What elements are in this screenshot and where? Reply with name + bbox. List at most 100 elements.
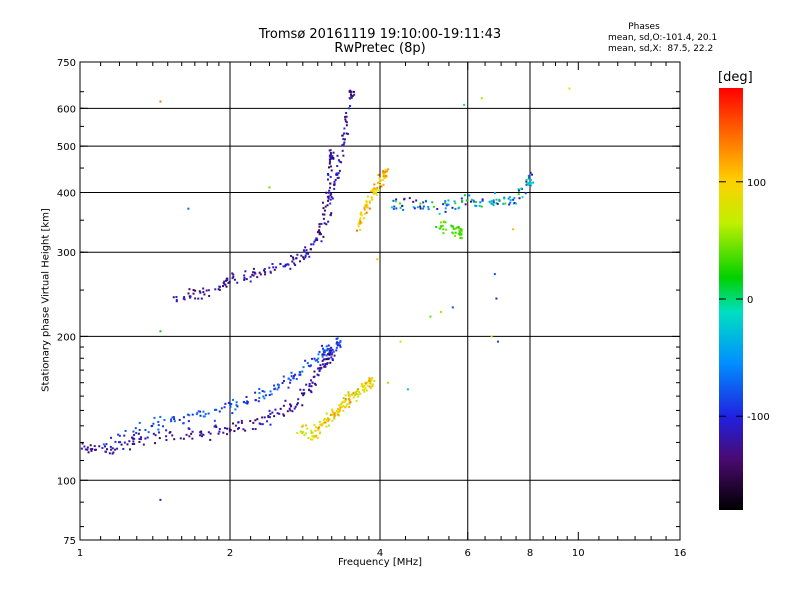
data-point xyxy=(243,400,246,403)
data-point xyxy=(171,416,174,419)
data-point xyxy=(122,447,125,450)
ticks-layer xyxy=(79,61,681,541)
data-point xyxy=(358,390,361,393)
data-point xyxy=(217,288,220,291)
data-point xyxy=(242,428,245,431)
data-point xyxy=(327,344,330,347)
data-point xyxy=(258,396,261,399)
data-point xyxy=(393,205,396,208)
data-point xyxy=(295,377,298,380)
data-point xyxy=(341,144,344,147)
data-point xyxy=(316,238,319,241)
data-point xyxy=(329,165,332,168)
data-point xyxy=(317,427,320,430)
data-point xyxy=(332,350,335,353)
data-point xyxy=(144,428,147,431)
data-point xyxy=(492,201,495,204)
data-point xyxy=(478,204,481,207)
data-point xyxy=(375,193,378,196)
data-point xyxy=(422,207,425,210)
data-point xyxy=(274,408,277,411)
data-point xyxy=(170,420,173,423)
data-point xyxy=(441,224,444,227)
data-point xyxy=(503,197,506,200)
data-point xyxy=(527,183,530,186)
data-point xyxy=(264,394,267,397)
data-point xyxy=(454,231,457,234)
data-point xyxy=(190,432,193,435)
data-point xyxy=(350,94,353,97)
data-point xyxy=(218,428,221,431)
data-point xyxy=(328,162,331,165)
data-point xyxy=(318,229,321,232)
data-point xyxy=(345,115,348,118)
data-point xyxy=(328,353,331,356)
data-point xyxy=(126,443,129,446)
data-point xyxy=(338,404,341,407)
data-point xyxy=(527,174,530,177)
data-point xyxy=(240,419,243,422)
data-point xyxy=(182,416,185,419)
data-point xyxy=(297,398,300,401)
data-point xyxy=(293,262,296,265)
data-point xyxy=(317,429,320,432)
data-point xyxy=(323,213,326,216)
data-point xyxy=(202,433,205,436)
data-point xyxy=(308,255,311,258)
data-point xyxy=(333,180,336,183)
data-point xyxy=(243,278,246,281)
data-point xyxy=(368,385,371,388)
data-point xyxy=(188,427,191,430)
data-point xyxy=(368,201,371,204)
data-point xyxy=(323,222,326,225)
data-point xyxy=(480,205,483,208)
data-point xyxy=(218,430,221,433)
data-point xyxy=(324,205,327,208)
data-point xyxy=(112,451,115,454)
data-point xyxy=(492,204,495,207)
data-point xyxy=(304,359,307,362)
data-point xyxy=(189,296,192,299)
data-point xyxy=(316,358,319,361)
data-point xyxy=(270,393,273,396)
data-point xyxy=(451,306,454,309)
data-point xyxy=(331,155,334,158)
data-point xyxy=(444,221,447,224)
data-point xyxy=(298,371,301,374)
data-point xyxy=(131,443,134,446)
data-point xyxy=(188,414,191,417)
data-point xyxy=(154,442,157,445)
data-point xyxy=(84,448,87,451)
data-point xyxy=(445,203,448,206)
data-point xyxy=(249,280,252,283)
data-point xyxy=(444,210,447,213)
data-point xyxy=(339,406,342,409)
data-point xyxy=(311,435,314,438)
data-point xyxy=(157,428,160,431)
data-point xyxy=(108,452,111,455)
data-point xyxy=(268,409,271,412)
data-point xyxy=(202,287,205,290)
data-point xyxy=(330,196,333,199)
data-point xyxy=(352,392,355,395)
data-point xyxy=(259,423,262,426)
data-point xyxy=(249,420,252,423)
data-point xyxy=(256,276,259,279)
data-point xyxy=(91,448,94,451)
data-point xyxy=(342,154,345,157)
data-point xyxy=(289,405,292,408)
data-point xyxy=(261,416,264,419)
data-point xyxy=(291,256,294,259)
data-point xyxy=(349,401,352,404)
data-point xyxy=(199,431,202,434)
data-point xyxy=(178,418,181,421)
data-point xyxy=(169,431,172,434)
data-point xyxy=(349,90,352,93)
data-point xyxy=(263,268,266,271)
data-point xyxy=(198,290,201,293)
data-point xyxy=(344,406,347,409)
data-point xyxy=(310,391,313,394)
data-point xyxy=(279,407,282,410)
data-point xyxy=(352,396,355,399)
data-point xyxy=(306,362,309,365)
